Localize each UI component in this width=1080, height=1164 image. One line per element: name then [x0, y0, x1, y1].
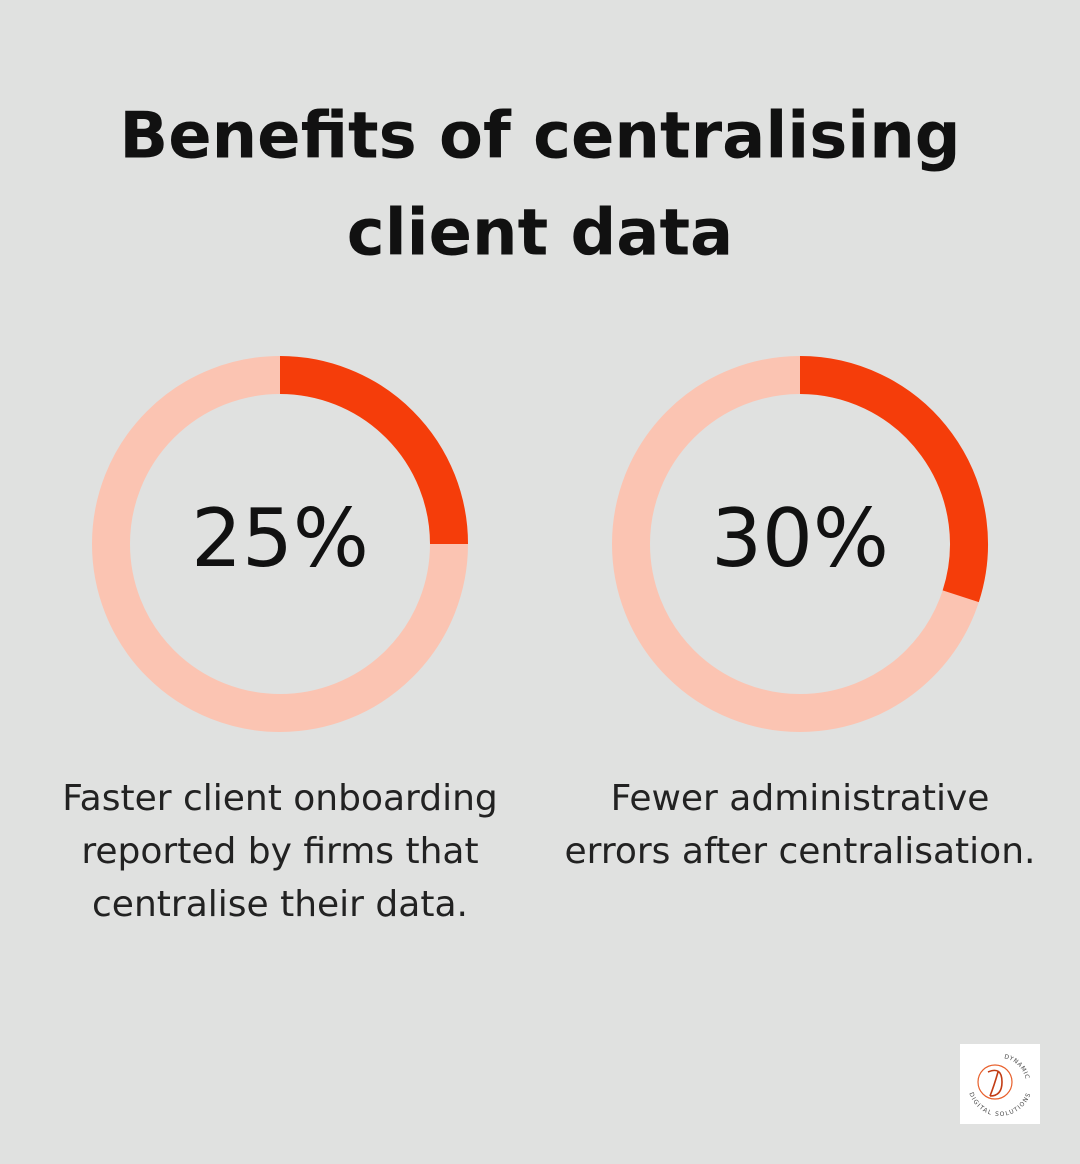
donut-arc	[279, 356, 468, 545]
title-line: Benefits of centralising	[119, 100, 960, 174]
value-label: 30%	[711, 492, 889, 585]
logo-ring	[977, 1064, 1013, 1100]
caption-line: centralise their data.	[92, 884, 468, 925]
logo: DYNAMIC DIGITAL SOLUTIONS	[960, 1044, 1040, 1124]
logo-box	[960, 1044, 1040, 1124]
caption-line: reported by firms that	[81, 831, 478, 872]
value-label: 25%	[191, 492, 369, 585]
caption-line: Fewer administrative	[611, 778, 990, 819]
logo-mark	[987, 1069, 1003, 1097]
caption-line: errors after centralisation.	[565, 831, 1036, 872]
donut-chart: 30% Fewer administrative errors after cent…	[565, 356, 1036, 872]
donut-chart: 25% Faster client onboarding reported by f…	[62, 356, 498, 925]
title-line: client data	[347, 197, 733, 271]
donut-arc	[799, 356, 988, 603]
caption-line: Faster client onboarding	[62, 778, 498, 819]
